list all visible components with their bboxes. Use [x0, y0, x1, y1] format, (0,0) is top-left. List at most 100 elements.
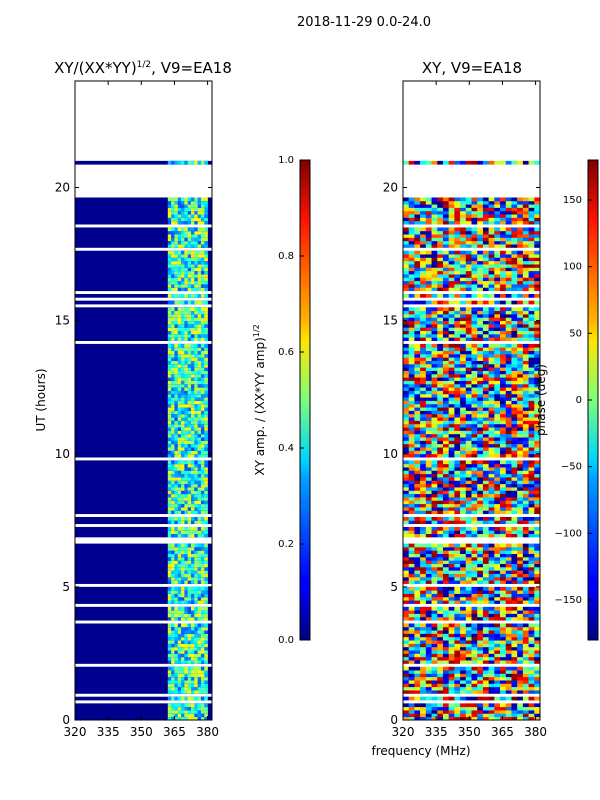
phase-cell — [448, 616, 455, 621]
phase-cell — [477, 493, 484, 498]
amplitude-cell — [197, 413, 202, 418]
amplitude-cell — [184, 643, 188, 648]
amplitude-cell — [197, 417, 202, 421]
amplitude-cell — [177, 666, 182, 671]
phase-cell — [465, 713, 472, 718]
phase-cell — [420, 606, 427, 611]
phase-cell — [414, 520, 421, 525]
amplitude-cell — [194, 234, 198, 238]
amplitude-cell — [204, 626, 208, 631]
amplitude-cell — [200, 477, 205, 481]
phase-cell — [511, 387, 518, 391]
phase-cell — [403, 287, 410, 292]
amplitude-cell — [171, 403, 175, 408]
amplitude-cell — [177, 323, 182, 328]
phase-cell — [425, 623, 432, 628]
phase-cell — [414, 443, 421, 448]
phase-cell — [454, 673, 461, 678]
phase-cell — [454, 320, 461, 325]
amplitude-cell — [171, 160, 175, 165]
phase-cell — [488, 586, 495, 591]
amplitude-cell — [191, 690, 195, 694]
phase-cell — [403, 347, 410, 351]
amplitude-cell — [167, 227, 172, 232]
phase-cell — [454, 710, 461, 714]
phase-cell — [477, 510, 484, 515]
amplitude-cell — [174, 313, 179, 318]
phase-cell — [482, 673, 489, 678]
amplitude-cell — [191, 204, 195, 208]
amplitude-cell — [200, 254, 205, 258]
phase-cell — [528, 264, 535, 268]
phase-cell — [414, 473, 421, 478]
phase-cell — [500, 716, 507, 720]
phase-cell — [437, 507, 444, 511]
phase-cell — [442, 680, 449, 684]
phase-cell — [477, 343, 484, 348]
amplitude-cell — [167, 510, 172, 515]
amplitude-cell — [200, 526, 205, 531]
phase-cell — [471, 650, 478, 654]
phase-cell — [500, 510, 507, 515]
phase-cell — [500, 430, 507, 435]
phase-cell — [442, 410, 449, 415]
amplitude-row — [75, 300, 212, 305]
phase-cell — [437, 546, 444, 551]
phase-cell — [431, 500, 438, 505]
amplitude-cell — [187, 630, 192, 634]
phase-cell — [477, 264, 484, 268]
amplitude-cell — [184, 443, 188, 448]
phase-cell — [471, 487, 478, 491]
amplitude-cell — [177, 696, 182, 701]
phase-cell — [511, 563, 518, 568]
phase-cell — [448, 437, 455, 441]
phase-cell — [477, 284, 484, 288]
amplitude-cell — [174, 277, 179, 282]
phase-cell — [517, 543, 524, 548]
phase-cell — [494, 573, 501, 578]
phase-cell — [465, 313, 472, 318]
phase-cell — [425, 560, 432, 564]
phase-cell — [505, 323, 512, 328]
phase-cell — [534, 467, 540, 471]
amplitude-cell — [197, 480, 202, 485]
amplitude-cell — [200, 397, 205, 401]
phase-cell — [403, 503, 410, 508]
phase-cell — [420, 526, 427, 531]
phase-cell — [414, 600, 421, 604]
amplitude-cell — [174, 317, 179, 322]
phase-cell — [494, 643, 501, 648]
phase-cell — [437, 327, 444, 332]
amplitude-cell — [187, 560, 192, 564]
phase-cell — [494, 470, 501, 475]
phase-cell — [465, 327, 472, 332]
phase-cell — [414, 433, 421, 438]
phase-cell — [517, 550, 524, 554]
phase-cell — [408, 546, 415, 551]
amplitude-cell — [197, 516, 202, 521]
amplitude-cell — [184, 676, 188, 681]
amplitude-cell — [200, 367, 205, 371]
phase-cell — [534, 327, 540, 332]
amplitude-cell — [200, 533, 205, 538]
phase-cell — [477, 317, 484, 322]
amplitude-cell — [171, 373, 175, 378]
phase-cell — [522, 254, 529, 258]
amplitude-cell — [177, 417, 182, 421]
amplitude-cell — [197, 666, 202, 671]
phase-cell — [505, 716, 512, 720]
phase-cell — [465, 443, 472, 448]
phase-cell — [448, 690, 455, 694]
phase-cell — [465, 507, 472, 511]
phase-cell — [465, 244, 472, 248]
phase-cell — [500, 563, 507, 568]
phase-cell — [488, 480, 495, 485]
phase-cell — [500, 300, 507, 305]
phase-cell — [471, 653, 478, 658]
amplitude-cell — [171, 370, 175, 375]
amplitude-cell — [174, 576, 179, 581]
phase-cell — [505, 437, 512, 441]
phase-cell — [460, 280, 467, 285]
phase-cell — [482, 626, 489, 631]
phase-cell — [414, 264, 421, 268]
